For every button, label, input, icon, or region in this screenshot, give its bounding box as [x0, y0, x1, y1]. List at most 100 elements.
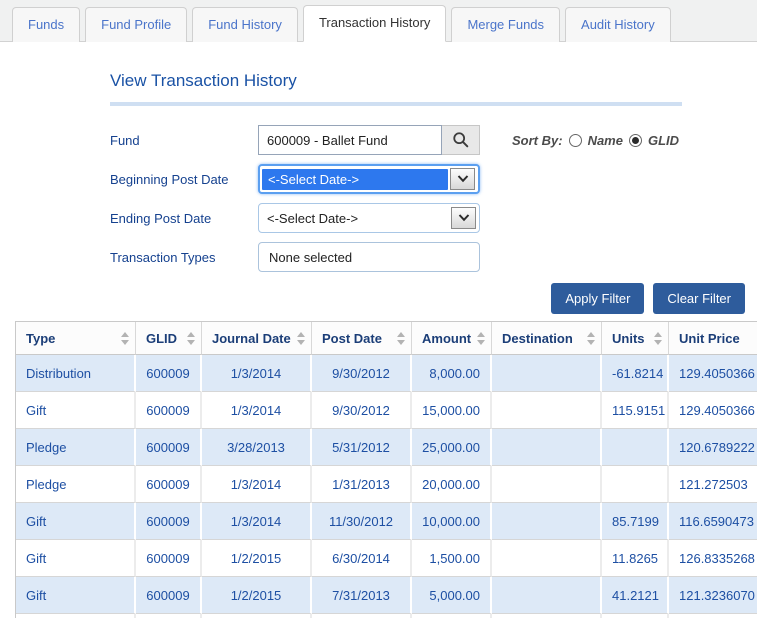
fund-row: Fund Sort By: Name GLID — [110, 125, 757, 155]
sort-icon — [397, 331, 405, 345]
cell-amount: 15,000.00 — [412, 392, 492, 429]
column-header-units[interactable]: Units — [602, 322, 669, 355]
column-header-label: Journal Date — [212, 330, 291, 346]
cell-glid: 600009 — [136, 392, 202, 429]
column-header-journal-date[interactable]: Journal Date — [202, 322, 312, 355]
cell-glid: 600009 — [136, 614, 202, 618]
column-header-label: Post Date — [322, 330, 382, 346]
ending-post-date-row: Ending Post Date <-Select Date-> — [110, 203, 757, 233]
ending-post-date-select[interactable]: <-Select Date-> — [258, 203, 480, 233]
chevron-down-icon[interactable] — [451, 207, 476, 229]
cell-units: -61.8214 — [602, 355, 669, 392]
tab-bar: Funds Fund Profile Fund History Transact… — [0, 0, 757, 42]
cell-destination — [492, 577, 602, 614]
column-header-label: Unit Price — [679, 330, 740, 346]
sort-by-glid-radio[interactable] — [628, 133, 642, 147]
table-row: Gift 600009 1/3/2014 9/30/2012 15,000.00 115.… — [16, 392, 757, 429]
table-row: Gift 600009 1/2/2015 6/30/2014 1,500.00 11.82… — [16, 540, 757, 577]
column-header-amount[interactable]: Amount — [412, 322, 492, 355]
cell-type: Gift — [16, 614, 136, 618]
tab-funds[interactable]: Funds — [12, 7, 81, 42]
cell-type: Gift — [16, 540, 136, 577]
sort-by-name-label: Name — [587, 132, 623, 148]
cell-journal-date: 1/2/2015 — [202, 577, 312, 614]
cell-units: 41.2121 — [602, 577, 669, 614]
cell-unit-price: 129.4050366 — [669, 355, 757, 392]
cell-units: 2.9316 — [602, 614, 669, 618]
cell-post-date: 1/31/2013 — [312, 466, 412, 503]
title-divider — [110, 102, 682, 106]
cell-destination — [492, 614, 602, 618]
cell-journal-date: 1/3/2014 — [202, 355, 312, 392]
ending-post-date-value: <-Select Date-> — [267, 210, 359, 226]
table-header-row: Type GLID Journal Date Post Date — [16, 322, 757, 355]
cell-glid: 600009 — [136, 429, 202, 466]
tab-fund-profile[interactable]: Fund Profile — [85, 7, 188, 42]
sort-by-glid-label: GLID — [647, 132, 680, 148]
cell-type: Gift — [16, 392, 136, 429]
apply-filter-button[interactable]: Apply Filter — [551, 283, 645, 314]
transaction-types-value: None selected — [269, 249, 353, 265]
transaction-types-select[interactable]: None selected — [258, 242, 480, 272]
fund-search-button[interactable] — [442, 125, 480, 155]
chevron-down-icon[interactable] — [450, 168, 475, 190]
column-header-label: Type — [26, 330, 56, 346]
sort-icon — [477, 331, 485, 345]
page-title: View Transaction History — [110, 71, 297, 90]
column-header-label: GLID — [146, 330, 178, 346]
tab-fund-history[interactable]: Fund History — [192, 7, 298, 42]
cell-post-date: 1/31/2012 — [312, 614, 412, 618]
sort-icon — [297, 331, 305, 345]
tab-audit-history[interactable]: Audit History — [565, 7, 671, 42]
cell-type: Pledge — [16, 429, 136, 466]
tab-transaction-history[interactable]: Transaction History — [302, 5, 447, 42]
cell-amount: 350.00 — [412, 614, 492, 618]
ending-post-date-label: Ending Post Date — [110, 210, 212, 226]
cell-destination — [492, 429, 602, 466]
sort-icon — [654, 331, 662, 345]
table-row: Pledge 600009 3/28/2013 5/31/2012 25,000.00 1… — [16, 429, 757, 466]
cell-post-date: 7/31/2013 — [312, 577, 412, 614]
tab-merge-funds[interactable]: Merge Funds — [451, 7, 561, 42]
cell-type: Distribution — [16, 355, 136, 392]
cell-glid: 600009 — [136, 577, 202, 614]
fund-input[interactable] — [258, 125, 442, 155]
cell-journal-date: 12/28/2012 — [202, 614, 312, 618]
table-row: Gift 600009 1/2/2015 7/31/2013 5,000.00 41.21… — [16, 577, 757, 614]
sort-icon — [187, 331, 195, 345]
cell-unit-price: 120.6789222 — [669, 429, 757, 466]
column-header-destination[interactable]: Destination — [492, 322, 602, 355]
cell-amount: 1,500.00 — [412, 540, 492, 577]
beginning-post-date-label: Beginning Post Date — [110, 171, 229, 187]
cell-post-date: 6/30/2014 — [312, 540, 412, 577]
table-row: Distribution 600009 1/3/2014 9/30/2012 8,000… — [16, 355, 757, 392]
beginning-post-date-select[interactable]: <-Select Date-> — [258, 164, 480, 194]
sort-by-name-radio[interactable] — [568, 133, 582, 147]
transaction-types-label: Transaction Types — [110, 249, 216, 265]
cell-destination — [492, 355, 602, 392]
cell-amount: 5,000.00 — [412, 577, 492, 614]
column-header-post-date[interactable]: Post Date — [312, 322, 412, 355]
cell-glid: 600009 — [136, 355, 202, 392]
transactions-table: Type GLID Journal Date Post Date — [15, 321, 757, 618]
fund-label: Fund — [110, 132, 140, 148]
cell-glid: 600009 — [136, 466, 202, 503]
column-header-glid[interactable]: GLID — [136, 322, 202, 355]
cell-destination — [492, 540, 602, 577]
cell-type: Gift — [16, 503, 136, 540]
cell-journal-date: 3/28/2013 — [202, 429, 312, 466]
cell-unit-price: 126.8335268 — [669, 540, 757, 577]
sort-icon — [121, 331, 129, 345]
column-header-unit-price[interactable]: Unit Price — [669, 322, 757, 355]
sort-by-label: Sort By: — [512, 132, 563, 148]
cell-units — [602, 429, 669, 466]
column-header-type[interactable]: Type — [16, 322, 136, 355]
cell-unit-price: 119.3905389 — [669, 614, 757, 618]
cell-post-date: 5/31/2012 — [312, 429, 412, 466]
beginning-post-date-value: <-Select Date-> — [262, 168, 448, 190]
cell-amount: 8,000.00 — [412, 355, 492, 392]
cell-journal-date: 1/3/2014 — [202, 466, 312, 503]
cell-units: 115.9151 — [602, 392, 669, 429]
clear-filter-button[interactable]: Clear Filter — [653, 283, 745, 314]
